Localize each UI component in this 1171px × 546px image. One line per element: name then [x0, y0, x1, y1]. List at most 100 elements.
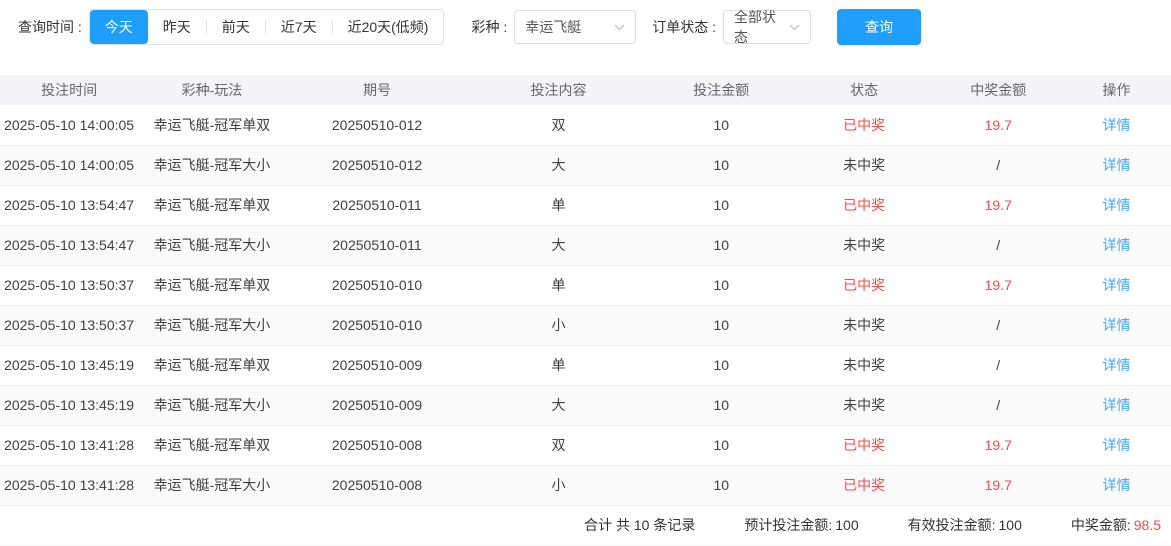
table-row: 2025-05-10 13:41:28 幸运飞艇-冠军大小 20250510-008… — [0, 465, 1171, 505]
cell-status: 未中奖 — [843, 157, 886, 173]
detail-link[interactable]: 详情 — [1102, 317, 1131, 333]
cell-bet-content: 双 — [551, 437, 566, 453]
detail-link[interactable]: 详情 — [1102, 116, 1131, 133]
cell-bet-amount: 10 — [713, 197, 730, 213]
separator — [205, 20, 207, 34]
cell-bet-amount: 10 — [713, 116, 730, 133]
cell-prize: / — [996, 317, 1001, 333]
cell-issue: 20250510-010 — [331, 317, 423, 333]
cell-play: 幸运飞艇-冠军大小 — [153, 237, 271, 253]
cell-bet-time: 2025-05-10 13:50:37 — [4, 277, 135, 293]
time-option-5[interactable]: 近20天(低频) — [347, 19, 429, 35]
cell-issue: 20250510-009 — [331, 397, 423, 413]
table-row: 2025-05-10 13:54:47 幸运飞艇-冠军大小 20250510-011… — [0, 225, 1171, 265]
cell-bet-time: 2025-05-10 13:50:37 — [4, 317, 135, 333]
cell-status: 未中奖 — [843, 317, 886, 333]
total-records: 合计 共 10 条记录 — [584, 517, 696, 533]
column-header: 期号 — [285, 75, 469, 105]
cell-bet-content: 小 — [551, 317, 566, 333]
orders-table: 投注时间 彩种-玩法 期号 投注内容 投注金额 状态 中奖金额 操作 2025-05-10 1… — [0, 75, 1171, 506]
cell-status: 未中奖 — [843, 237, 886, 253]
cell-bet-time: 2025-05-10 14:00:05 — [4, 116, 135, 133]
cell-bet-time: 2025-05-10 13:45:19 — [4, 357, 135, 373]
detail-link[interactable]: 详情 — [1102, 437, 1131, 453]
detail-link[interactable]: 详情 — [1102, 357, 1131, 373]
detail-link[interactable]: 详情 — [1102, 237, 1131, 253]
cell-bet-amount: 10 — [713, 397, 730, 413]
table-row: 2025-05-10 13:41:28 幸运飞艇-冠军单双 20250510-008… — [0, 425, 1171, 465]
time-filter-label: 查询时间 : — [18, 19, 82, 35]
table-body: 2025-05-10 14:00:05 幸运飞艇-冠军单双 20250510-012… — [0, 105, 1171, 505]
cell-status: 未中奖 — [843, 397, 886, 413]
cell-bet-amount: 10 — [713, 237, 730, 253]
cell-status: 已中奖 — [843, 116, 886, 133]
detail-link[interactable]: 详情 — [1102, 397, 1131, 413]
column-header: 中奖金额 — [934, 75, 1063, 105]
cell-status: 已中奖 — [843, 477, 886, 493]
table-row: 2025-05-10 13:50:37 幸运飞艇-冠军大小 20250510-010… — [0, 305, 1171, 345]
table-row: 2025-05-10 14:00:05 幸运飞艇-冠军单双 20250510-012… — [0, 105, 1171, 145]
column-header: 投注内容 — [468, 75, 649, 105]
cell-prize: / — [996, 397, 1001, 413]
cell-bet-amount: 10 — [713, 157, 730, 173]
cell-prize: / — [996, 237, 1001, 253]
column-header: 投注时间 — [0, 75, 139, 105]
time-option-4[interactable]: 近7天 — [280, 19, 317, 35]
detail-link[interactable]: 详情 — [1102, 277, 1131, 293]
cell-bet-time: 2025-05-10 13:41:28 — [4, 477, 135, 493]
prize-amount-value: 98.5 — [1133, 517, 1161, 533]
cell-action: 详情 — [1062, 265, 1171, 305]
cell-play: 幸运飞艇-冠军大小 — [153, 397, 271, 413]
cell-issue: 20250510-009 — [331, 357, 423, 373]
cell-prize: 19.7 — [984, 197, 1012, 213]
cell-bet-time: 2025-05-10 13:54:47 — [4, 197, 135, 213]
cell-action: 详情 — [1062, 465, 1171, 505]
time-filter-group: 今天 昨天 前天 近7天 近20天(低频) — [88, 9, 445, 45]
lottery-select[interactable]: 幸运飞艇 — [514, 10, 637, 44]
cell-issue: 20250510-012 — [331, 116, 423, 133]
detail-link[interactable]: 详情 — [1102, 157, 1131, 173]
summary-bar: 合计 共 10 条记录 预计投注金额: 100 有效投注金额: 100 中奖金额: 9… — [0, 506, 1171, 546]
table-row: 2025-05-10 13:45:19 幸运飞艇-冠军大小 20250510-009… — [0, 385, 1171, 425]
cell-bet-content: 单 — [551, 277, 566, 293]
cell-bet-time: 2025-05-10 13:45:19 — [4, 397, 135, 413]
table-row: 2025-05-10 13:45:19 幸运飞艇-冠军单双 20250510-009… — [0, 345, 1171, 385]
cell-action: 详情 — [1062, 105, 1171, 145]
detail-link[interactable]: 详情 — [1102, 477, 1131, 493]
table-row: 2025-05-10 14:00:05 幸运飞艇-冠军大小 20250510-012… — [0, 145, 1171, 185]
cell-prize: 19.7 — [984, 477, 1012, 493]
order-status-select[interactable]: 全部状态 — [723, 9, 812, 45]
cell-issue: 20250510-008 — [331, 477, 423, 493]
cell-play: 幸运飞艇-冠军单双 — [153, 277, 271, 293]
cell-issue: 20250510-011 — [332, 197, 422, 213]
cell-prize: 19.7 — [984, 277, 1012, 293]
cell-prize: / — [996, 357, 1001, 373]
cell-play: 幸运飞艇-冠军单双 — [153, 197, 271, 213]
query-button[interactable]: 查询 — [837, 9, 922, 45]
table-header-row: 投注时间 彩种-玩法 期号 投注内容 投注金额 状态 中奖金额 操作 — [0, 75, 1171, 105]
cell-issue: 20250510-011 — [332, 237, 422, 253]
cell-status: 未中奖 — [843, 357, 886, 373]
cell-prize: / — [996, 157, 1001, 173]
column-header: 状态 — [793, 75, 935, 105]
cell-action: 详情 — [1062, 345, 1171, 385]
detail-link[interactable]: 详情 — [1102, 197, 1131, 213]
expected-bet-amount: 预计投注金额: 100 — [741, 515, 858, 535]
cell-bet-content: 单 — [551, 197, 566, 213]
time-option-1[interactable]: 今天 — [89, 10, 148, 44]
cell-bet-amount: 10 — [713, 357, 730, 373]
column-header: 投注金额 — [648, 75, 794, 105]
cell-bet-time: 2025-05-10 14:00:05 — [4, 157, 135, 173]
cell-play: 幸运飞艇-冠军单双 — [153, 357, 271, 373]
cell-prize: 19.7 — [984, 437, 1012, 453]
separator — [264, 20, 266, 34]
cell-bet-time: 2025-05-10 13:41:28 — [4, 437, 135, 453]
cell-action: 详情 — [1062, 305, 1171, 345]
prize-amount-label: 中奖金额: — [1070, 517, 1131, 533]
time-option-2[interactable]: 昨天 — [162, 19, 191, 35]
chevron-down-icon — [789, 24, 800, 30]
cell-play: 幸运飞艇-冠军大小 — [153, 157, 271, 173]
order-status-label: 订单状态 : — [652, 19, 717, 35]
time-option-3[interactable]: 前天 — [221, 19, 250, 35]
prize-amount: 中奖金额: 98.5 — [1068, 515, 1161, 535]
